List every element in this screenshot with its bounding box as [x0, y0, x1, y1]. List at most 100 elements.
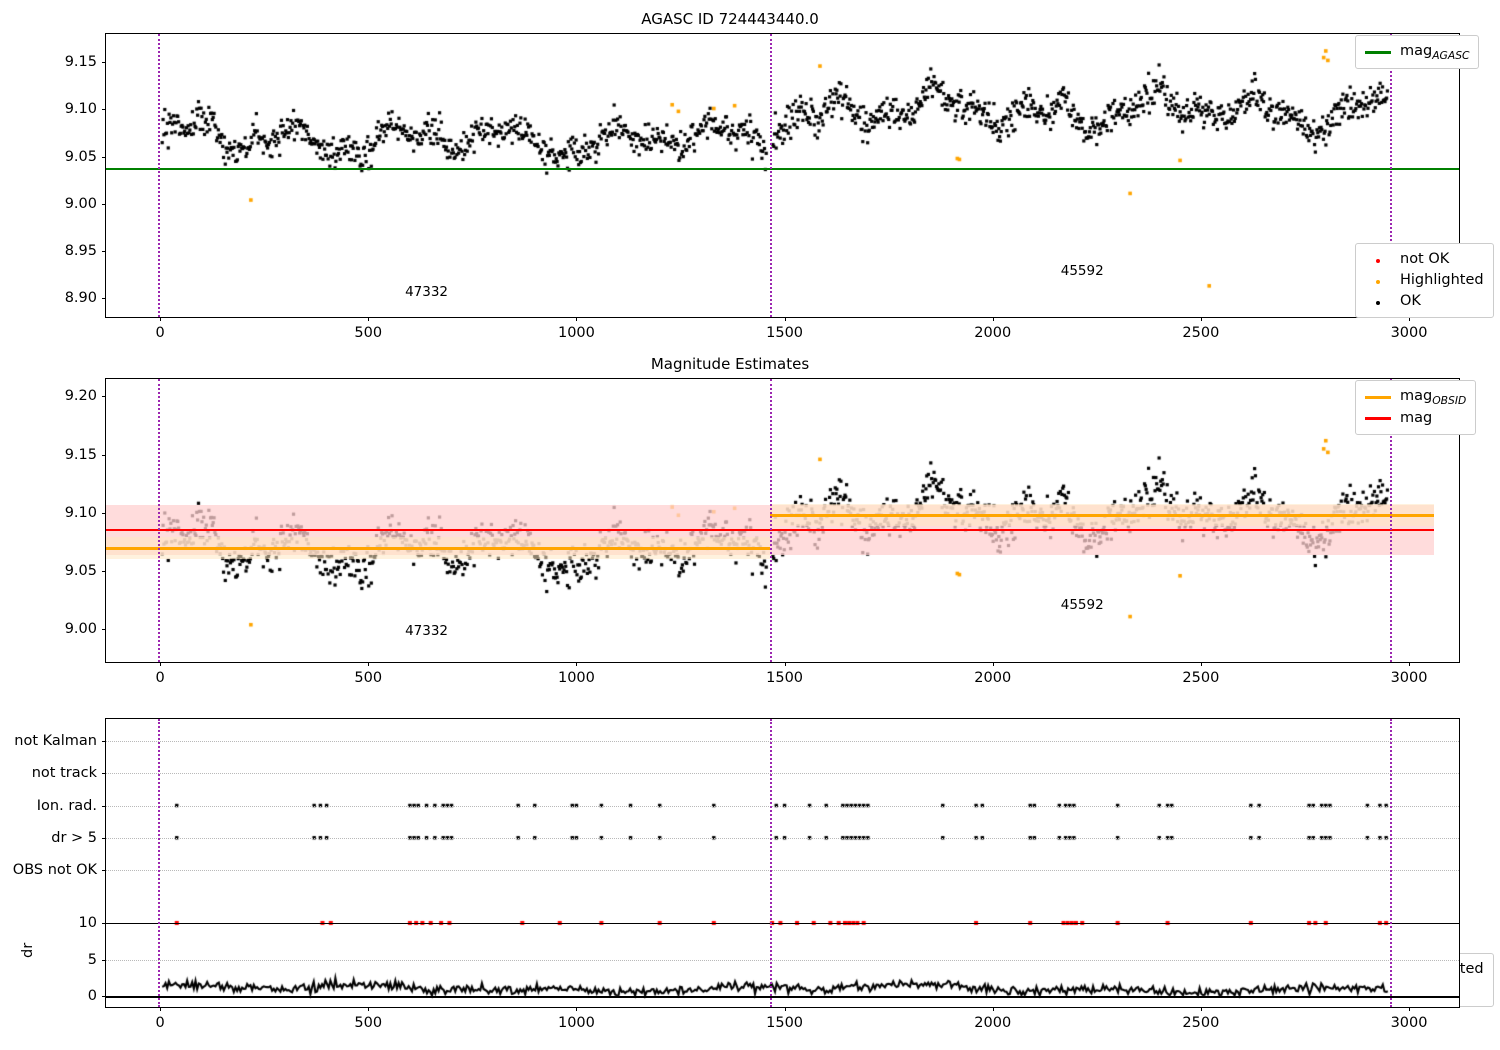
- panel1-xtick-label-4: 2000: [974, 325, 1012, 341]
- panel3-xtick-label-4: 2000: [974, 1015, 1012, 1031]
- panel1-xtick-label-0: 0: [155, 325, 165, 341]
- panel3-xtick-label-6: 3000: [1390, 1015, 1428, 1031]
- panel2-xtick-mark-5: [1200, 662, 1202, 666]
- legend-item-mag[interactable]: mag: [1365, 408, 1466, 429]
- mag-agasc-line-swatch: [1365, 50, 1391, 54]
- dr-ytick-label-0: 0: [87, 988, 97, 1005]
- flag-row-label-2: Ion. rad.: [36, 797, 97, 814]
- flag-gridline-1: [106, 773, 1459, 775]
- panel3-xtick-mark-6: [1409, 1007, 1411, 1011]
- flag-row-label-4: OBS not OK: [12, 862, 97, 878]
- panel2-ytick-mark-1: [102, 571, 106, 573]
- flag-gridline-4: [106, 870, 1459, 871]
- panel1-xtick-mark-3: [784, 317, 786, 321]
- panel3-xtick-mark-2: [576, 1007, 578, 1011]
- panel1-ytick-label-5: 9.15: [64, 54, 97, 71]
- legend-item-highlighted[interactable]: Highlighted: [1365, 270, 1484, 291]
- panel1-xtick-mark-2: [576, 317, 578, 321]
- panel2-obsid-label-1: 45592: [1060, 596, 1104, 613]
- not-ok-dot-swatch: [1365, 249, 1391, 270]
- panel2-ytick-label-3: 9.15: [64, 446, 97, 463]
- panel-flags-and-dr: 0 500 1000 1500 2000 2500 3000 not Kalman not tr…: [0, 690, 1500, 1050]
- panel2-axes: 9.00 9.05 9.10 9.15 9.20 0 500 1000 1500 2000 2500…: [65, 378, 1460, 686]
- mag-obsid-line-1: [770, 514, 1434, 518]
- panel2-xtick-label-6: 3000: [1390, 670, 1428, 686]
- flag-ytick-mark-2: [102, 805, 106, 807]
- panel2-xtick-mark-2: [576, 662, 578, 666]
- dr-ytick-mark-0: [102, 996, 106, 998]
- panel3-flags-canvas: [106, 719, 1459, 1007]
- panel1-xtick-mark-6: [1409, 317, 1411, 321]
- legend-item-mag-agasc[interactable]: magAGASC: [1365, 41, 1469, 63]
- panel1-ytick-mark-5: [102, 62, 106, 64]
- legend-item-not-ok[interactable]: not OK: [1365, 249, 1484, 270]
- dr-ytick-label-2: 10: [78, 914, 97, 931]
- panel1-obsid-label-1: 45592: [1060, 262, 1104, 279]
- panel-magnitude-estimates: Magnitude Estimates 9.00 9.05 9.10 9.15 9.20…: [0, 345, 1500, 1008]
- flag-ytick-mark-1: [102, 773, 106, 775]
- panel2-ytick-label-2: 9.10: [64, 504, 97, 521]
- panel3-obsid-divider-0: [158, 719, 161, 1007]
- panel2-xtick-label-4: 2000: [974, 670, 1012, 686]
- panel3-obsid-divider-1: [770, 719, 772, 1007]
- panel1-ytick-label-1: 8.95: [64, 242, 97, 259]
- panel1-obsid-divider-0: [158, 34, 161, 317]
- panel1-ytick-mark-0: [102, 298, 106, 300]
- panel1-ytick-label-0: 8.90: [64, 290, 97, 307]
- panel2-xtick-label-1: 500: [354, 670, 383, 686]
- panel3-xtick-label-3: 1500: [766, 1015, 804, 1031]
- panel3-obsid-divider-2: [1390, 719, 1393, 1007]
- panel3-xtick-mark-3: [784, 1007, 786, 1011]
- panel1-legend-bottom[interactable]: not OK Highlighted OK: [1355, 243, 1494, 319]
- legend-label-mag-obsid: magOBSID: [1400, 388, 1467, 407]
- dr-subplot-bottom-border: [106, 996, 1459, 998]
- panel2-legend-top[interactable]: magOBSID mag: [1355, 380, 1477, 436]
- flag-row-label-3: dr > 5: [51, 829, 97, 846]
- panel2-xtick-label-3: 1500: [766, 670, 804, 686]
- panel1-axes: 8.90 8.95 9.00 9.05 9.10 9.15 0 500 1000 1500 2000…: [65, 33, 1460, 341]
- legend-label-highlighted: Highlighted: [1400, 272, 1484, 289]
- panel2-ytick-mark-4: [102, 396, 106, 398]
- panel1-ytick-label-4: 9.10: [64, 101, 97, 118]
- panel1-legend-top[interactable]: magAGASC: [1355, 35, 1480, 70]
- flag-gridline-2: [106, 805, 1459, 807]
- panel3-xtick-label-5: 2500: [1182, 1015, 1220, 1031]
- panel3-xtick-label-0: 0: [155, 1015, 165, 1031]
- panel2-xtick-label-2: 1000: [557, 670, 595, 686]
- legend-item-mag-obsid[interactable]: magOBSID: [1365, 386, 1466, 408]
- panel1-obsid-divider-2: [1390, 34, 1393, 317]
- legend-label-not-ok: not OK: [1400, 251, 1450, 267]
- legend-item-ok[interactable]: OK: [1365, 291, 1484, 312]
- panel1-xtick-label-3: 1500: [766, 325, 804, 341]
- dr-subplot-top-border: [106, 922, 1459, 925]
- panel1-scatter-canvas: [106, 34, 1459, 317]
- panel2-ytick-label-1: 9.05: [64, 563, 97, 580]
- panel1-ytick-mark-2: [102, 203, 106, 205]
- legend-label-mag: mag: [1400, 410, 1433, 427]
- panel1-xtick-mark-5: [1200, 317, 1202, 321]
- mag-line-swatch: [1365, 417, 1391, 421]
- panel1-ytick-label-3: 9.05: [64, 148, 97, 165]
- panel2-ytick-label-4: 9.20: [64, 388, 97, 405]
- mag-obsid-line-0: [106, 546, 770, 550]
- panel2-ytick-label-0: 9.00: [64, 621, 97, 638]
- panel2-xtick-mark-6: [1409, 662, 1411, 666]
- panel2-xtick-label-5: 2500: [1182, 670, 1220, 686]
- panel1-title: AGASC ID 724443440.0: [641, 10, 819, 28]
- flag-ytick-mark-4: [102, 870, 106, 871]
- panel1-ytick-mark-4: [102, 109, 106, 111]
- panel1-xtick-mark-0: [160, 317, 162, 321]
- panel1-xtick-label-1: 500: [354, 325, 383, 341]
- panel2-title: Magnitude Estimates: [650, 355, 810, 373]
- panel3-xtick-label-2: 1000: [557, 1015, 595, 1031]
- panel2-ytick-mark-2: [102, 512, 106, 514]
- panel3-xtick-mark-0: [160, 1007, 162, 1011]
- panel1-ytick-mark-3: [102, 156, 106, 158]
- panel3-xtick-mark-1: [368, 1007, 370, 1011]
- dr-ytick-mark-2: [102, 922, 106, 924]
- panel2-xtick-label-0: 0: [155, 670, 165, 686]
- ok-dot-swatch: [1365, 291, 1391, 312]
- panel2-obsid-divider-0: [158, 379, 161, 662]
- panel1-ytick-label-2: 9.00: [64, 195, 97, 212]
- panel3-xtick-mark-4: [992, 1007, 994, 1011]
